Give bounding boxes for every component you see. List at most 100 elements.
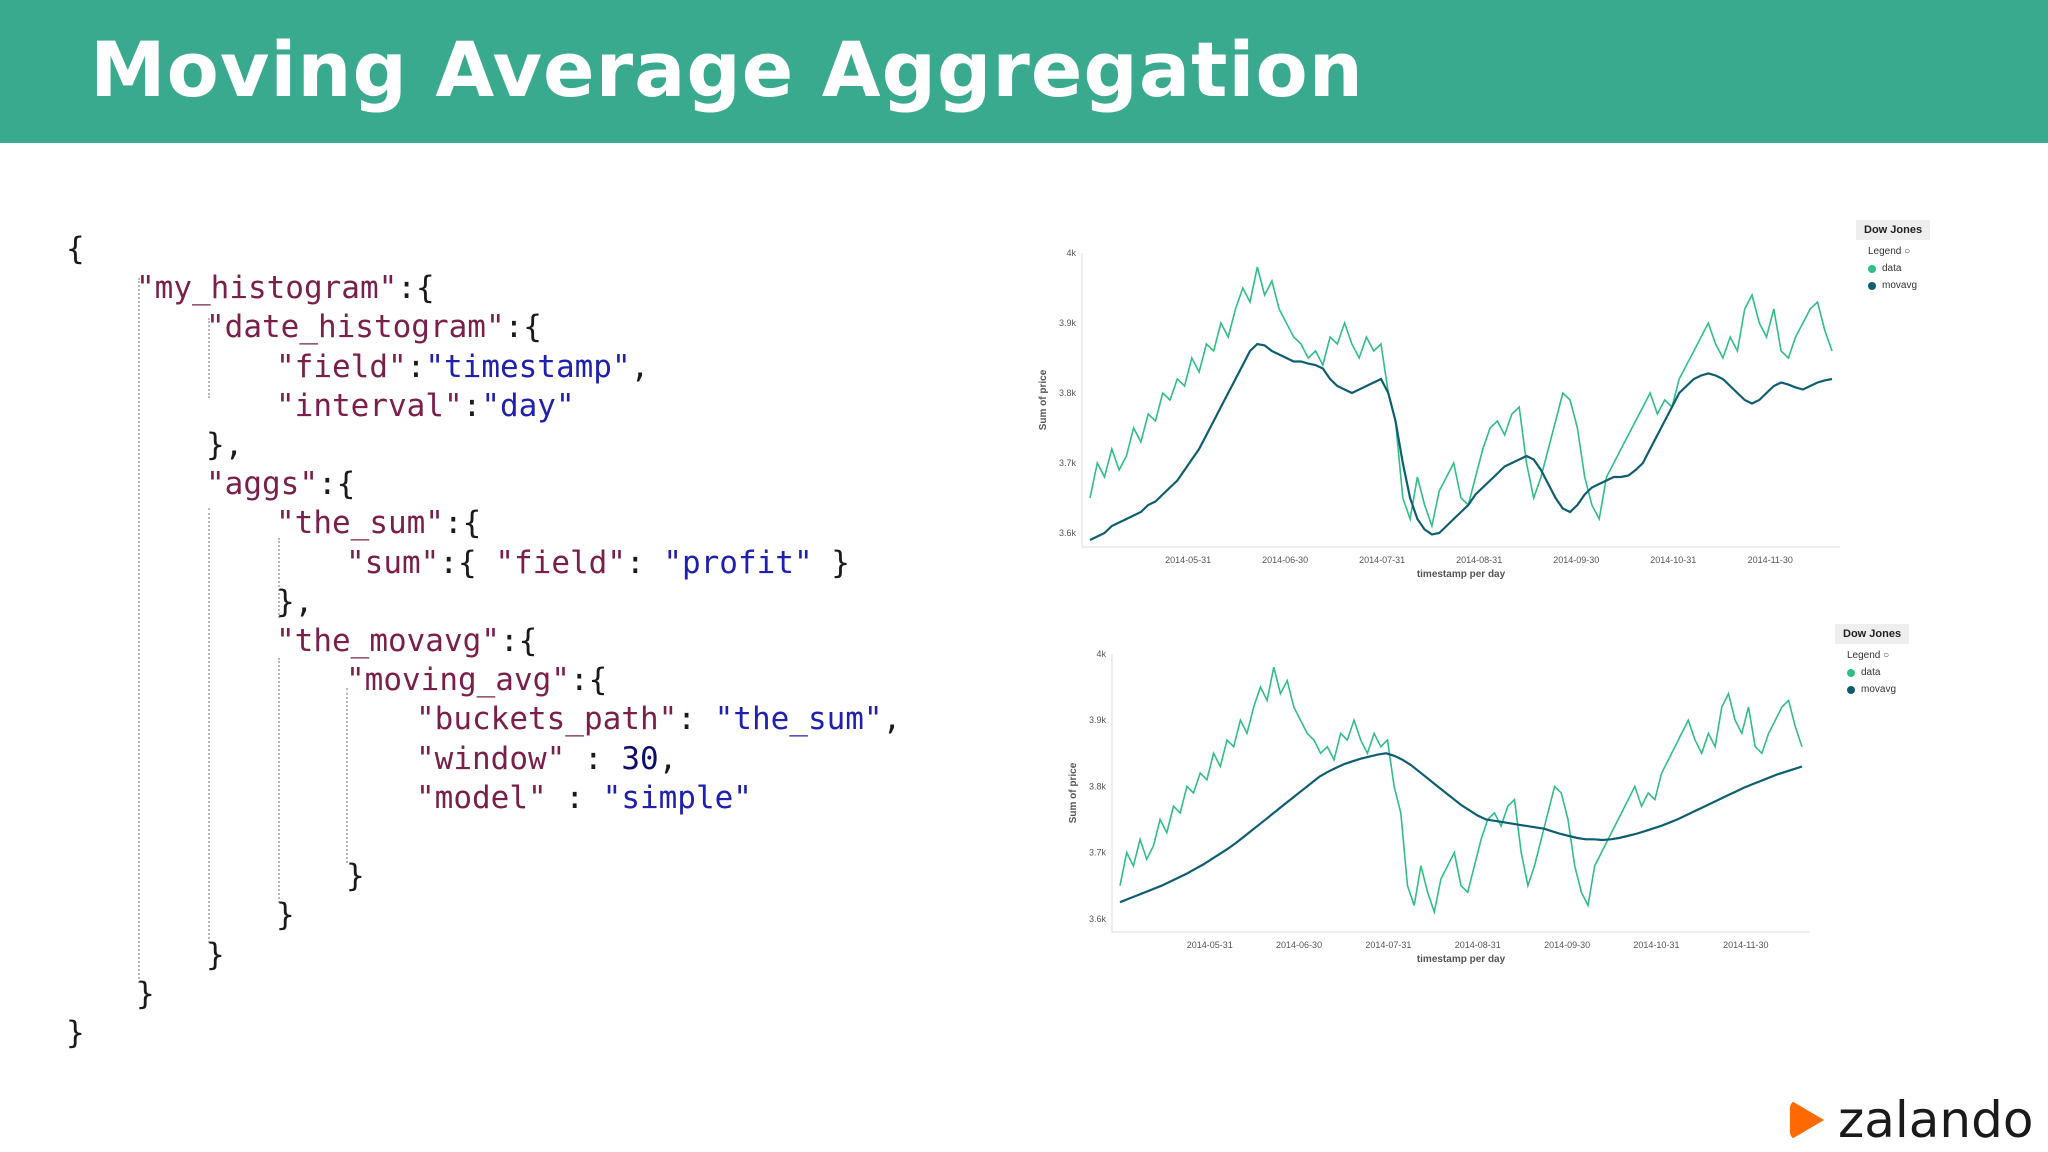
x-tick-label: 2014-11-30 <box>1723 940 1768 950</box>
code-token: "my_histogram" <box>136 270 398 307</box>
y-axis-label: Sum of price <box>1038 369 1049 430</box>
legend-dot-icon <box>1847 685 1855 694</box>
series-line-movavg <box>1089 342 1833 541</box>
legend-label: movavg <box>1882 280 1918 291</box>
chart-svg: 3.6k 3.7k 3.8k 3.9k 4k 2014-05-31 2014-06-30 20… <box>1038 248 1840 580</box>
legend-item-movavg[interactable]: movavg <box>1868 280 1930 291</box>
zalando-logo: zalando <box>1790 1095 2033 1145</box>
code-token: { <box>66 231 85 267</box>
legend-item-movavg[interactable]: movavg <box>1847 684 1909 695</box>
series-line-movavg <box>1119 752 1803 904</box>
y-tick-label: 3.7k <box>1059 458 1077 468</box>
chart-svg: 3.6k 3.7k 3.8k 3.9k 4k 2014-05-31 2014-06-30 20… <box>1068 649 1810 965</box>
code-token: "simple" <box>602 779 752 816</box>
y-tick-label: 3.8k <box>1089 781 1107 791</box>
code-token: :{ <box>499 623 538 659</box>
code-token: :{ <box>317 466 356 503</box>
legend-label: data <box>1882 263 1902 274</box>
code-token: }, <box>206 427 244 463</box>
code-token: : <box>677 701 715 738</box>
zalando-logo-icon <box>1790 1100 1824 1140</box>
y-tick-label: 4k <box>1096 649 1106 659</box>
code-token: "moving_avg" <box>346 662 570 699</box>
x-tick-label: 2014-06-30 <box>1276 940 1322 950</box>
legend-item-data[interactable]: data <box>1868 263 1930 274</box>
code-token: } <box>812 544 850 581</box>
chart-legend: Dow Jones Legend ○ data movavg <box>1856 220 1931 291</box>
legend-toggle[interactable]: Legend ○ <box>1868 246 1911 257</box>
legend-label: movavg <box>1861 684 1897 695</box>
indent-guide <box>208 508 210 943</box>
y-tick-label: 3.6k <box>1059 528 1077 538</box>
x-tick-label: 2014-07-31 <box>1365 940 1411 950</box>
code-token: , <box>630 348 650 385</box>
code-token: "buckets_path" <box>416 701 678 738</box>
code-line: "the_sum":{ <box>276 504 481 543</box>
code-token: : <box>462 387 482 424</box>
x-tick-label: 2014-09-30 <box>1544 940 1590 950</box>
x-tick-label: 2014-08-31 <box>1456 555 1502 565</box>
code-line: }, <box>206 426 243 465</box>
x-tick-label: 2014-11-30 <box>1748 555 1793 565</box>
code-line: } <box>346 857 365 896</box>
title-bar: Moving Average Aggregation <box>0 0 2048 143</box>
indent-guide <box>346 688 348 863</box>
code-line: } <box>136 975 155 1014</box>
code-token: "date_histogram" <box>206 309 505 346</box>
code-line: } <box>206 936 225 975</box>
code-token: "the_movavg" <box>276 623 500 659</box>
legend-dot-icon <box>1847 668 1855 677</box>
code-token: } <box>66 1015 85 1051</box>
y-tick-label: 3.6k <box>1089 914 1107 924</box>
code-token: "aggs" <box>206 466 318 503</box>
axis-line <box>1081 253 1840 548</box>
legend-item-data[interactable]: data <box>1847 667 1909 678</box>
code-token: :{ <box>443 505 482 542</box>
y-axis-label: Sum of price <box>1068 762 1079 823</box>
code-token: }, <box>276 583 314 620</box>
chart-bottom: 3.6k 3.7k 3.8k 3.9k 4k 2014-05-31 2014-06-30 20… <box>1060 620 1940 980</box>
legend-toggle[interactable]: Legend ○ <box>1847 650 1890 661</box>
code-token: } <box>276 897 295 934</box>
code-line: "my_histogram":{ <box>136 269 435 308</box>
chart-title: Dow Jones <box>1835 624 1910 644</box>
code-token: : <box>625 544 664 581</box>
code-token: "timestamp" <box>425 348 631 385</box>
code-token: "sum" <box>346 544 440 581</box>
indent-guide <box>208 318 210 398</box>
code-token: : <box>565 740 622 777</box>
y-tick-label: 3.7k <box>1089 848 1107 858</box>
code-line: "field":"timestamp", <box>276 348 649 387</box>
code-token: :{ <box>569 662 608 699</box>
code-line: "sum":{ "field": "profit" } <box>346 544 850 583</box>
chart-title: Dow Jones <box>1856 220 1931 240</box>
code-token: "field" <box>276 348 407 385</box>
code-line: "date_histogram":{ <box>206 308 542 347</box>
legend-dot-icon <box>1868 281 1876 290</box>
legend-label: data <box>1861 667 1881 678</box>
code-token: } <box>346 858 365 895</box>
code-token: , <box>882 701 902 738</box>
code-token: } <box>136 975 155 1012</box>
code-token: "field" <box>495 544 626 581</box>
page-title: Moving Average Aggregation <box>90 25 1364 114</box>
x-tick-label: 2014-05-31 <box>1165 555 1211 565</box>
code-token: "the_sum" <box>276 505 444 542</box>
x-tick-label: 2014-07-31 <box>1359 555 1405 565</box>
x-tick-label: 2014-05-31 <box>1187 940 1233 950</box>
code-block: {"my_histogram":{"date_histogram":{"fiel… <box>66 230 966 1060</box>
x-tick-label: 2014-10-31 <box>1650 555 1696 565</box>
x-axis-label: timestamp per day <box>1417 569 1506 580</box>
series-line-data <box>1119 667 1803 916</box>
y-tick-label: 3.9k <box>1089 715 1107 725</box>
series-line-data <box>1089 266 1833 529</box>
code-token: "interval" <box>276 387 463 424</box>
code-line: { <box>66 230 85 269</box>
x-tick-label: 2014-09-30 <box>1553 555 1599 565</box>
code-token: "profit" <box>663 544 813 581</box>
code-token: : <box>406 348 426 385</box>
code-line: "model" : "simple" <box>416 779 752 818</box>
code-token: , <box>658 740 678 777</box>
code-line: "the_movavg":{ <box>276 622 537 661</box>
x-tick-label: 2014-06-30 <box>1262 555 1308 565</box>
